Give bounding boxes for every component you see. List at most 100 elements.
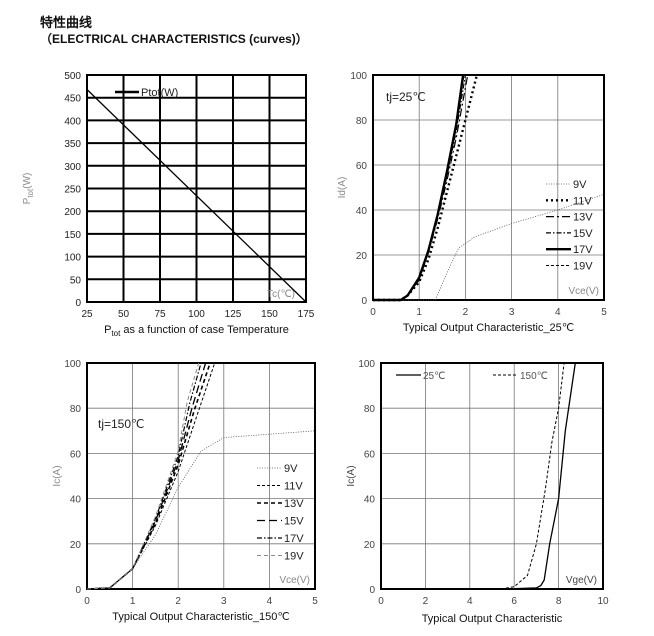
series-line-9V	[86, 430, 316, 590]
legend-label: 17V	[284, 533, 304, 545]
legend-label: 150℃	[520, 371, 548, 382]
x-tick-label: 4	[555, 307, 561, 318]
x-tick-label: 125	[225, 309, 242, 320]
x-axis-label: Vce(V)	[568, 286, 599, 297]
y-tick-label: 100	[350, 71, 367, 82]
x-axis-label: Vce(V)	[279, 575, 310, 586]
y-tick-label: 60	[364, 449, 376, 460]
series-line-11V	[86, 362, 216, 590]
chart-title-part: P	[104, 324, 111, 336]
legend-label: 17V	[573, 244, 593, 256]
x-tick-label: 3	[509, 307, 515, 318]
series-line-13V	[373, 74, 469, 301]
y-tick-label: 100	[64, 253, 81, 264]
legend-label: 11V	[573, 195, 592, 207]
y-tick-label: 350	[64, 139, 81, 150]
legend-label: 19V	[573, 261, 593, 273]
legend-label: 25℃	[423, 371, 445, 382]
y-tick-label: 150	[64, 230, 81, 241]
x-tick-label: 100	[188, 309, 205, 320]
y-axis-label: Ptot(W)	[22, 173, 35, 205]
chart-title: Ptot as a function of case Temperature	[104, 324, 289, 338]
x-tick-label: 0	[370, 307, 376, 318]
series-line-9V	[373, 193, 605, 301]
x-tick-label: 6	[511, 596, 517, 607]
section-title-cn: 特性曲线	[40, 16, 93, 31]
legend-label: 13V	[573, 212, 593, 224]
y-tick-label: 250	[64, 185, 81, 196]
series-line-Ptot(W)	[86, 89, 307, 303]
y-axis-label: Ic(A)	[52, 465, 63, 486]
temperature-annotation: tj=25℃	[386, 90, 426, 104]
series-line-17V	[86, 362, 202, 590]
x-tick-label: 2	[423, 596, 429, 607]
series-line-19V	[86, 362, 200, 590]
chart-3: 0 1 2 3 4 5 0 20 40 60 80 100 9V 11V 13V 15V 17V 19V Vce(V…	[52, 359, 318, 623]
plot-frame	[372, 74, 605, 301]
series-line-15V	[86, 362, 207, 590]
y-axis-label: Id(A)	[337, 177, 348, 199]
y-tick-label: 20	[364, 540, 376, 551]
series-line-19V	[373, 74, 465, 301]
y-tick-label: 20	[70, 540, 82, 551]
x-tick-label: 5	[601, 307, 607, 318]
y-tick-label: 0	[369, 585, 375, 596]
y-axis-label-part: (W)	[22, 173, 33, 189]
x-tick-label: 1	[130, 596, 136, 607]
y-tick-label: 80	[364, 404, 376, 415]
legend-label: 9V	[573, 179, 587, 191]
chart-1: 25 50 75 100 125 150 175 0 50 100 150 200 250 300 350 4…	[22, 71, 315, 338]
x-tick-label: 8	[556, 596, 562, 607]
series-line-150℃	[381, 362, 565, 590]
x-tick-label: 25	[81, 309, 93, 320]
y-tick-label: 40	[70, 495, 82, 506]
y-tick-label: 200	[64, 207, 81, 218]
x-tick-label: 4	[267, 596, 273, 607]
legend-label: Ptot(W)	[141, 87, 178, 99]
y-tick-label: 80	[70, 404, 82, 415]
x-tick-label: 150	[261, 309, 278, 320]
x-tick-label: 3	[221, 596, 227, 607]
y-tick-label: 40	[364, 495, 376, 506]
chart-2: 0 1 2 3 4 5 0 20 40 60 80 100 9V 11V 13V 15V 17V 19V Vce(V…	[337, 71, 607, 334]
x-tick-label: 1	[416, 307, 422, 318]
section-title-en: （ELECTRICAL CHARACTERISTICS (curves)）	[40, 32, 308, 46]
legend-label: 15V	[573, 228, 593, 240]
x-tick-label: 2	[463, 307, 469, 318]
y-tick-label: 100	[358, 359, 375, 370]
x-tick-label: 50	[118, 309, 130, 320]
chart-title: Typical Output Characteristic_150℃	[112, 611, 289, 623]
legend-label: 9V	[284, 463, 298, 475]
y-axis-label-part: P	[22, 197, 33, 204]
x-tick-label: 0	[378, 596, 384, 607]
legend-label: 13V	[284, 498, 304, 510]
y-tick-label: 500	[64, 71, 81, 82]
y-tick-label: 20	[356, 251, 368, 262]
y-tick-label: 450	[64, 94, 81, 105]
y-tick-label: 300	[64, 162, 81, 173]
chart-title: Typical Output Characteristic	[422, 613, 563, 625]
x-tick-label: 75	[154, 309, 166, 320]
y-tick-label: 80	[356, 116, 368, 127]
temperature-annotation: tj=150℃	[98, 417, 145, 431]
y-tick-label: 50	[70, 275, 82, 286]
y-tick-label: 60	[356, 161, 368, 172]
legend-label: 15V	[284, 516, 304, 528]
series-line-25℃	[381, 362, 576, 590]
x-tick-label: 10	[597, 596, 609, 607]
legend-label: 11V	[284, 481, 303, 493]
y-tick-label: 40	[356, 206, 368, 217]
x-axis-label: Vge(V)	[566, 575, 597, 586]
x-axis-label: Tc(℃)	[267, 289, 295, 300]
y-tick-label: 0	[361, 296, 367, 307]
x-tick-label: 5	[312, 596, 318, 607]
x-tick-label: 175	[298, 309, 315, 320]
series-line-17V	[373, 74, 465, 302]
x-tick-label: 2	[175, 596, 181, 607]
x-tick-label: 0	[84, 596, 90, 607]
y-axis-label-part: tot	[26, 188, 35, 198]
y-tick-label: 60	[70, 449, 82, 460]
y-tick-label: 0	[75, 298, 81, 309]
